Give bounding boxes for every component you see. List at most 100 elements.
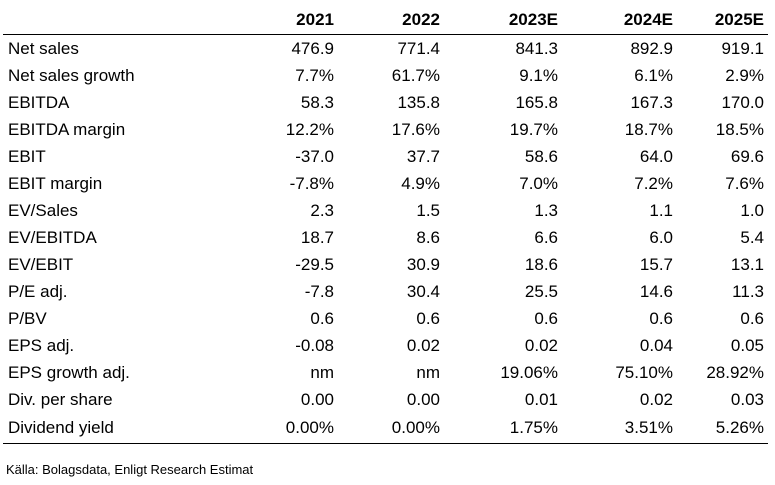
table-row: EBIT margin -7.8% 4.9% 7.0% 7.2% 7.6% xyxy=(3,170,768,197)
row-value-cell: 170.0 xyxy=(721,92,764,112)
row-value-cell: 0.02 xyxy=(406,335,440,355)
table-header-row: 2021 2022 2023E 2024E 2025E xyxy=(3,6,768,35)
row-value-cell: 12.2% xyxy=(285,119,334,139)
row-value-cell: 4.9% xyxy=(401,173,440,193)
header-year-2021: 2021 xyxy=(223,6,338,35)
row-value-cell: 841.3 xyxy=(515,38,558,58)
row-value-cell: 2.9% xyxy=(725,65,764,85)
row-value-cell: 19.7% xyxy=(509,119,558,139)
table-body: Net sales 476.9 771.4 841.3 892.9 919.1 Net sa… xyxy=(3,35,768,444)
row-value-cell: 165.8 xyxy=(515,92,558,112)
row-label: EV/EBIT xyxy=(8,254,74,274)
row-value-cell: 1.1 xyxy=(649,200,673,220)
row-value-cell: 3.51% xyxy=(562,413,677,444)
row-value-cell: 6.1% xyxy=(634,65,673,85)
row-value-cell: 30.9 xyxy=(406,254,440,274)
row-label: EBIT margin xyxy=(8,173,103,193)
row-value-cell: 9.1% xyxy=(519,65,558,85)
table-row: Dividend yield 0.00% 0.00% 1.75% 3.51% 5.26% xyxy=(3,413,768,444)
row-label: EBITDA margin xyxy=(8,119,126,139)
row-value-cell: 61.7% xyxy=(391,65,440,85)
row-value-cell: 6.6 xyxy=(534,227,558,247)
row-value-cell: 18.7 xyxy=(300,227,334,247)
row-value-cell: 30.4 xyxy=(406,281,440,301)
row-value-cell: 28.92% xyxy=(706,362,764,382)
row-label: P/BV xyxy=(8,308,47,328)
header-year-2022: 2022 xyxy=(338,6,444,35)
table-row: P/BV 0.6 0.6 0.6 0.6 0.6 xyxy=(3,305,768,332)
row-value-cell: 15.7 xyxy=(639,254,673,274)
row-value-cell: -7.8% xyxy=(289,173,334,193)
row-value-cell: -37.0 xyxy=(295,146,334,166)
row-value-cell: 13.1 xyxy=(730,254,764,274)
row-value-cell: 75.10% xyxy=(615,362,673,382)
row-value-cell: 0.05 xyxy=(730,335,764,355)
row-value-cell: 0.6 xyxy=(534,308,558,328)
row-value-cell: -0.08 xyxy=(295,335,334,355)
row-value-cell: 0.02 xyxy=(524,335,558,355)
row-value-cell: 0.04 xyxy=(639,335,673,355)
row-value-cell: 17.6% xyxy=(391,119,440,139)
row-value-cell: 0.6 xyxy=(416,308,440,328)
row-value-cell: -7.8 xyxy=(304,281,334,301)
row-value-cell: 69.6 xyxy=(730,146,764,166)
row-value-cell: 0.00 xyxy=(300,389,334,409)
table-row: EV/EBIT -29.5 30.9 18.6 15.7 13.1 xyxy=(3,251,768,278)
row-value-cell: 1.0 xyxy=(740,200,764,220)
row-value-cell: 19.06% xyxy=(500,362,558,382)
row-value-cell: nm xyxy=(310,362,334,382)
row-label: EBIT xyxy=(8,146,46,166)
row-value-cell: 0.00% xyxy=(223,413,338,444)
row-value-cell: 167.3 xyxy=(630,92,673,112)
row-value-cell: 8.6 xyxy=(416,227,440,247)
row-label: Div. per share xyxy=(8,389,113,409)
row-value-cell: 7.6% xyxy=(725,173,764,193)
row-label: Net sales xyxy=(8,38,79,58)
financial-estimates-table: 2021 2022 2023E 2024E 2025E Net sales 476… xyxy=(3,6,768,444)
table-row: Net sales growth 7.7% 61.7% 9.1% 6.1% 2.9% xyxy=(3,62,768,89)
row-value-cell: 6.0 xyxy=(649,227,673,247)
row-value-cell: 771.4 xyxy=(397,38,440,58)
header-year-2025e: 2025E xyxy=(677,6,768,35)
header-year-2024e: 2024E xyxy=(562,6,677,35)
table-row: P/E adj. -7.8 30.4 25.5 14.6 11.3 xyxy=(3,278,768,305)
row-value-cell: 0.03 xyxy=(730,389,764,409)
row-value-cell: 14.6 xyxy=(639,281,673,301)
row-value-cell: 18.6 xyxy=(524,254,558,274)
row-label: EPS growth adj. xyxy=(8,362,130,382)
row-value-cell: 37.7 xyxy=(406,146,440,166)
row-value-cell: 5.4 xyxy=(740,227,764,247)
row-value-cell: 0.6 xyxy=(649,308,673,328)
row-value-cell: 0.6 xyxy=(310,308,334,328)
table-row: Net sales 476.9 771.4 841.3 892.9 919.1 xyxy=(3,35,768,63)
row-value-cell: 0.00% xyxy=(338,413,444,444)
row-value-cell: 0.00 xyxy=(406,389,440,409)
row-label: P/E adj. xyxy=(8,281,68,301)
row-value-cell: 919.1 xyxy=(721,38,764,58)
row-value-cell: 7.0% xyxy=(519,173,558,193)
row-value-cell: 135.8 xyxy=(397,92,440,112)
table-row: EBIT -37.0 37.7 58.6 64.0 69.6 xyxy=(3,143,768,170)
row-label: Net sales growth xyxy=(8,65,135,85)
header-year-2023e: 2023E xyxy=(444,6,562,35)
row-value-cell: 892.9 xyxy=(630,38,673,58)
table-row: EPS adj. -0.08 0.02 0.02 0.04 0.05 xyxy=(3,332,768,359)
row-value-cell: 25.5 xyxy=(524,281,558,301)
row-value-cell: 18.5% xyxy=(715,119,764,139)
row-value-cell: 0.6 xyxy=(740,308,764,328)
row-value-cell: 1.75% xyxy=(444,413,562,444)
table-row: Div. per share 0.00 0.00 0.01 0.02 0.03 xyxy=(3,386,768,413)
row-value-cell: 18.7% xyxy=(624,119,673,139)
row-label: Dividend yield xyxy=(3,413,223,444)
financial-table-container: 2021 2022 2023E 2024E 2025E Net sales 476… xyxy=(3,6,768,444)
row-value-cell: 0.01 xyxy=(524,389,558,409)
table-row: EV/Sales 2.3 1.5 1.3 1.1 1.0 xyxy=(3,197,768,224)
row-value-cell: 476.9 xyxy=(291,38,334,58)
row-value-cell: 0.02 xyxy=(639,389,673,409)
row-value-cell: 58.6 xyxy=(524,146,558,166)
row-label: EV/EBITDA xyxy=(8,227,97,247)
row-value-cell: -29.5 xyxy=(295,254,334,274)
table-row: EV/EBITDA 18.7 8.6 6.6 6.0 5.4 xyxy=(3,224,768,251)
header-label-cell xyxy=(3,6,223,35)
source-note: Källa: Bolagsdata, Enligt Research Estim… xyxy=(6,462,254,477)
